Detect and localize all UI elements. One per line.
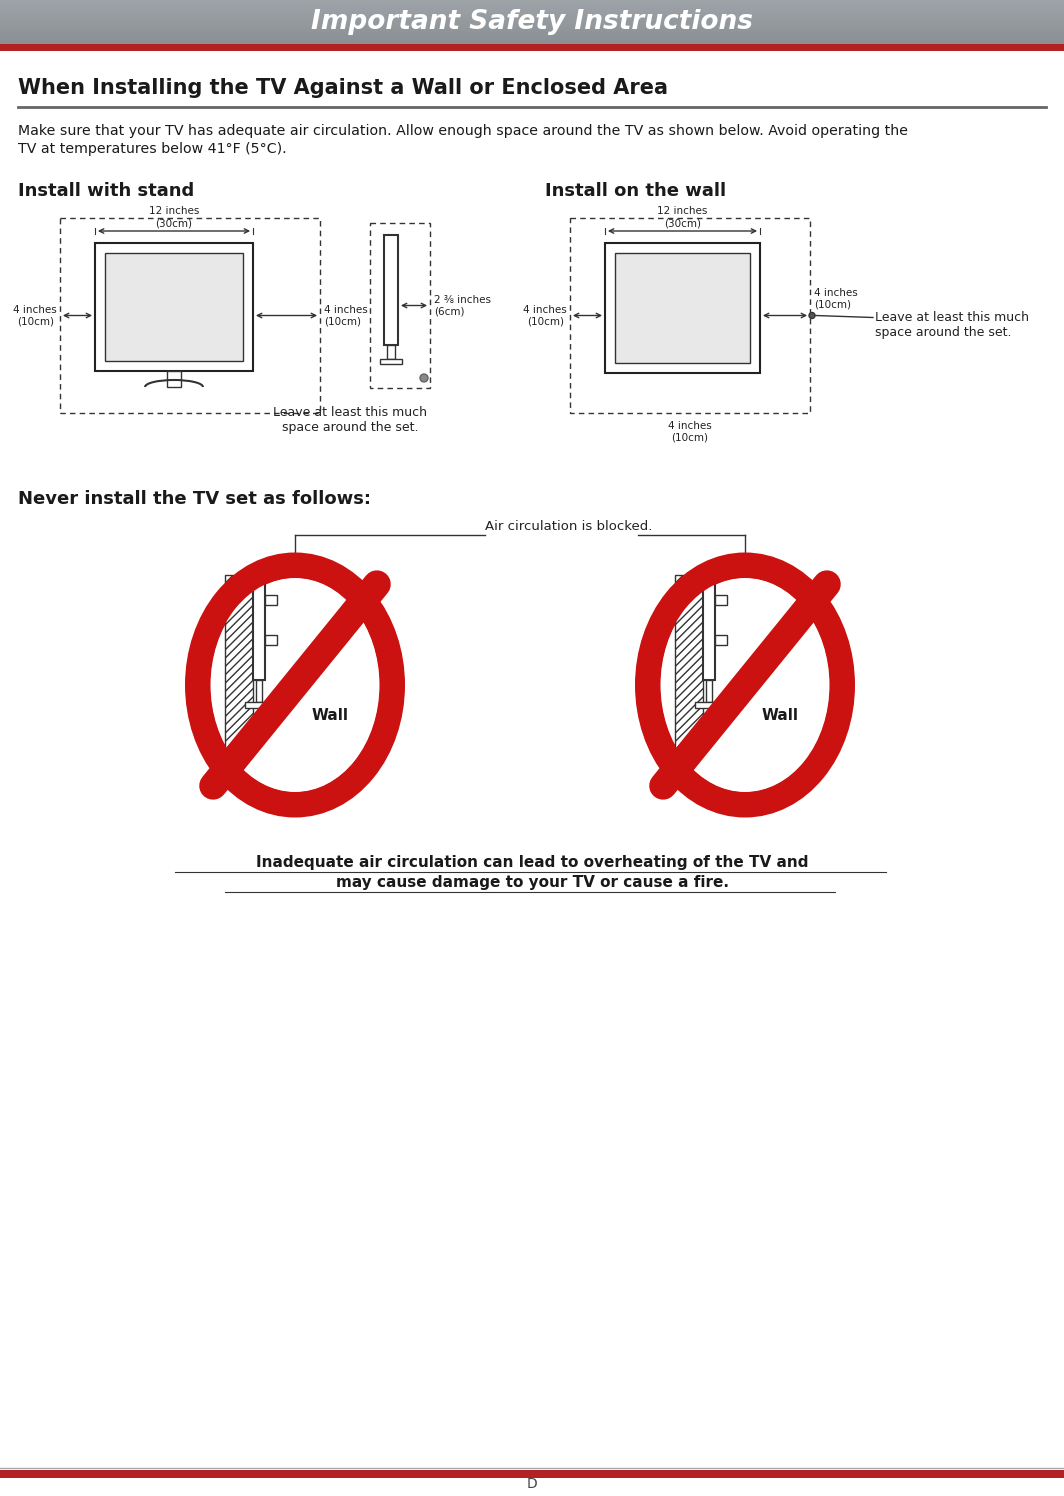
Bar (715, 595, 727, 604)
Ellipse shape (211, 577, 380, 791)
Bar (95, 242, 253, 371)
Bar (256, 681, 262, 702)
Text: 4 inches
(10cm): 4 inches (10cm) (814, 287, 858, 310)
Text: TV at temperatures below 41°F (5°C).: TV at temperatures below 41°F (5°C). (18, 142, 286, 156)
Bar (225, 574, 253, 749)
Bar (265, 634, 277, 645)
Ellipse shape (198, 565, 393, 805)
Text: 12 inches
(30cm): 12 inches (30cm) (149, 206, 199, 227)
Bar (370, 223, 430, 387)
Text: 4 inches
(10cm): 4 inches (10cm) (668, 420, 712, 443)
Text: Wall: Wall (312, 708, 349, 723)
Circle shape (255, 571, 263, 579)
Text: D: D (527, 1477, 537, 1492)
Text: 4 inches
(10cm): 4 inches (10cm) (325, 305, 368, 326)
Bar (60, 218, 320, 413)
Text: Install with stand: Install with stand (18, 183, 195, 200)
Bar (570, 218, 810, 413)
Bar (605, 242, 760, 373)
Text: Wall: Wall (762, 708, 798, 723)
Bar (384, 235, 398, 346)
Bar (715, 634, 727, 645)
Text: Leave at least this much
space around the set.: Leave at least this much space around th… (875, 311, 1029, 338)
Text: 4 inches
(10cm): 4 inches (10cm) (13, 305, 57, 326)
Bar (695, 702, 724, 708)
Text: Leave at least this much
space around the set.: Leave at least this much space around th… (273, 405, 427, 434)
Text: 12 inches
(30cm): 12 inches (30cm) (658, 206, 708, 227)
Text: 4 inches
(10cm): 4 inches (10cm) (523, 305, 567, 326)
Text: Make sure that your TV has adequate air circulation. Allow enough space around t: Make sure that your TV has adequate air … (18, 124, 908, 138)
Text: Important Safety Instructions: Important Safety Instructions (311, 9, 753, 34)
Bar (265, 595, 277, 604)
Bar (703, 580, 715, 681)
Bar (105, 253, 243, 361)
Circle shape (809, 313, 815, 319)
Circle shape (420, 374, 428, 381)
Bar (0, 43, 1064, 51)
Text: Inadequate air circulation can lead to overheating of the TV and: Inadequate air circulation can lead to o… (255, 856, 809, 871)
Text: When Installing the TV Against a Wall or Enclosed Area: When Installing the TV Against a Wall or… (18, 78, 668, 99)
Bar (387, 346, 395, 359)
Ellipse shape (661, 577, 830, 791)
Ellipse shape (648, 565, 843, 805)
Text: Install on the wall: Install on the wall (545, 183, 726, 200)
Bar (615, 253, 750, 364)
Text: may cause damage to your TV or cause a fire.: may cause damage to your TV or cause a f… (335, 875, 729, 890)
Bar (167, 371, 181, 387)
Bar (380, 359, 402, 364)
Circle shape (705, 571, 713, 579)
Bar (253, 580, 265, 681)
Text: Air circulation is blocked.: Air circulation is blocked. (485, 521, 652, 533)
Bar (245, 702, 273, 708)
Bar (0, 1471, 1064, 1478)
Bar (675, 574, 703, 749)
Text: 2 ⅜ inches
(6cm): 2 ⅜ inches (6cm) (434, 295, 491, 316)
Bar (706, 681, 712, 702)
Text: Never install the TV set as follows:: Never install the TV set as follows: (18, 491, 371, 509)
